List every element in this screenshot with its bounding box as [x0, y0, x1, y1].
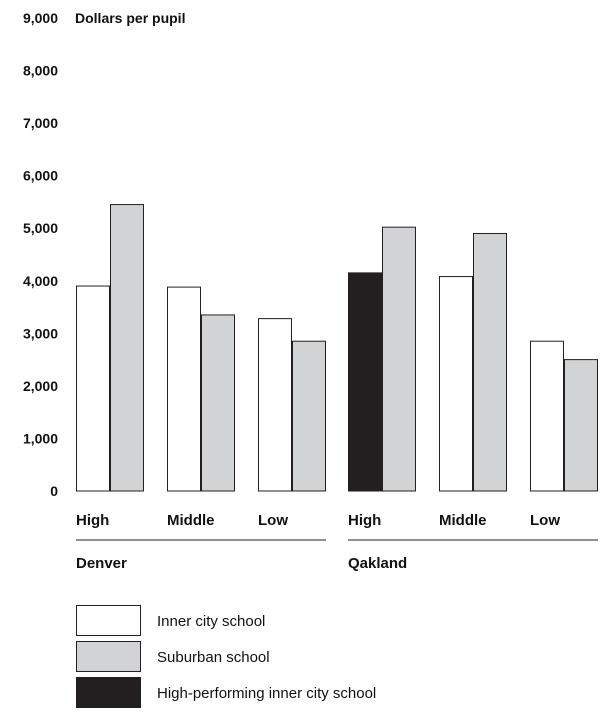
y-tick-label: 8,000 [23, 63, 58, 79]
y-axis-label: Dollars per pupil [75, 10, 185, 26]
legend-label: Suburban school [157, 649, 270, 666]
y-tick-label: 2,000 [23, 378, 58, 394]
group-label: Qakland [348, 555, 407, 572]
y-tick-label: 1,000 [23, 430, 58, 446]
bar-qakland-middle-inner [439, 276, 473, 492]
y-tick-label: 3,000 [23, 325, 58, 341]
legend-label: High-performing inner city school [157, 685, 376, 702]
y-tick-label: 7,000 [23, 115, 58, 131]
x-category-label: High [348, 512, 381, 529]
y-axis: 0 1,000 2,000 3,000 4,000 5,000 6,000 7,000 8,00… [23, 10, 58, 499]
x-category-label: High [76, 512, 109, 529]
legend-label: Inner city school [157, 613, 265, 630]
bar-denver-low-suburban [292, 340, 326, 492]
bar-qakland-middle-suburban [473, 232, 507, 492]
bar-denver-high-suburban [110, 204, 144, 492]
y-tick-label: 0 [50, 483, 58, 499]
legend-swatch-inner [76, 605, 141, 636]
x-category-label: Low [530, 512, 560, 529]
x-category-label: Middle [167, 512, 215, 529]
bar-denver-high-inner [76, 285, 110, 492]
legend-swatch-high_performing [76, 677, 141, 708]
legend-swatch-suburban [76, 641, 141, 672]
bar-denver-middle-inner [167, 286, 201, 492]
y-tick-label: 5,000 [23, 220, 58, 236]
x-category-label: Low [258, 512, 288, 529]
bar-denver-low-inner [258, 318, 292, 492]
y-tick-label: 4,000 [23, 273, 58, 289]
bar-qakland-low-suburban [564, 359, 598, 492]
y-tick-label: 9,000 [23, 10, 58, 26]
group-label: Denver [76, 555, 127, 572]
x-axis: High Middle Low Denver High Middle Low Qakland [76, 512, 598, 572]
bar-qakland-high-suburban [382, 226, 416, 492]
legend: Inner city school Suburban school High-per… [76, 605, 376, 708]
bars [76, 204, 598, 492]
bar-denver-middle-suburban [201, 314, 235, 492]
bar-qakland-low-inner [530, 340, 564, 492]
bar-qakland-high-high_performing [348, 272, 382, 492]
x-category-label: Middle [439, 512, 487, 529]
y-tick-label: 6,000 [23, 168, 58, 184]
